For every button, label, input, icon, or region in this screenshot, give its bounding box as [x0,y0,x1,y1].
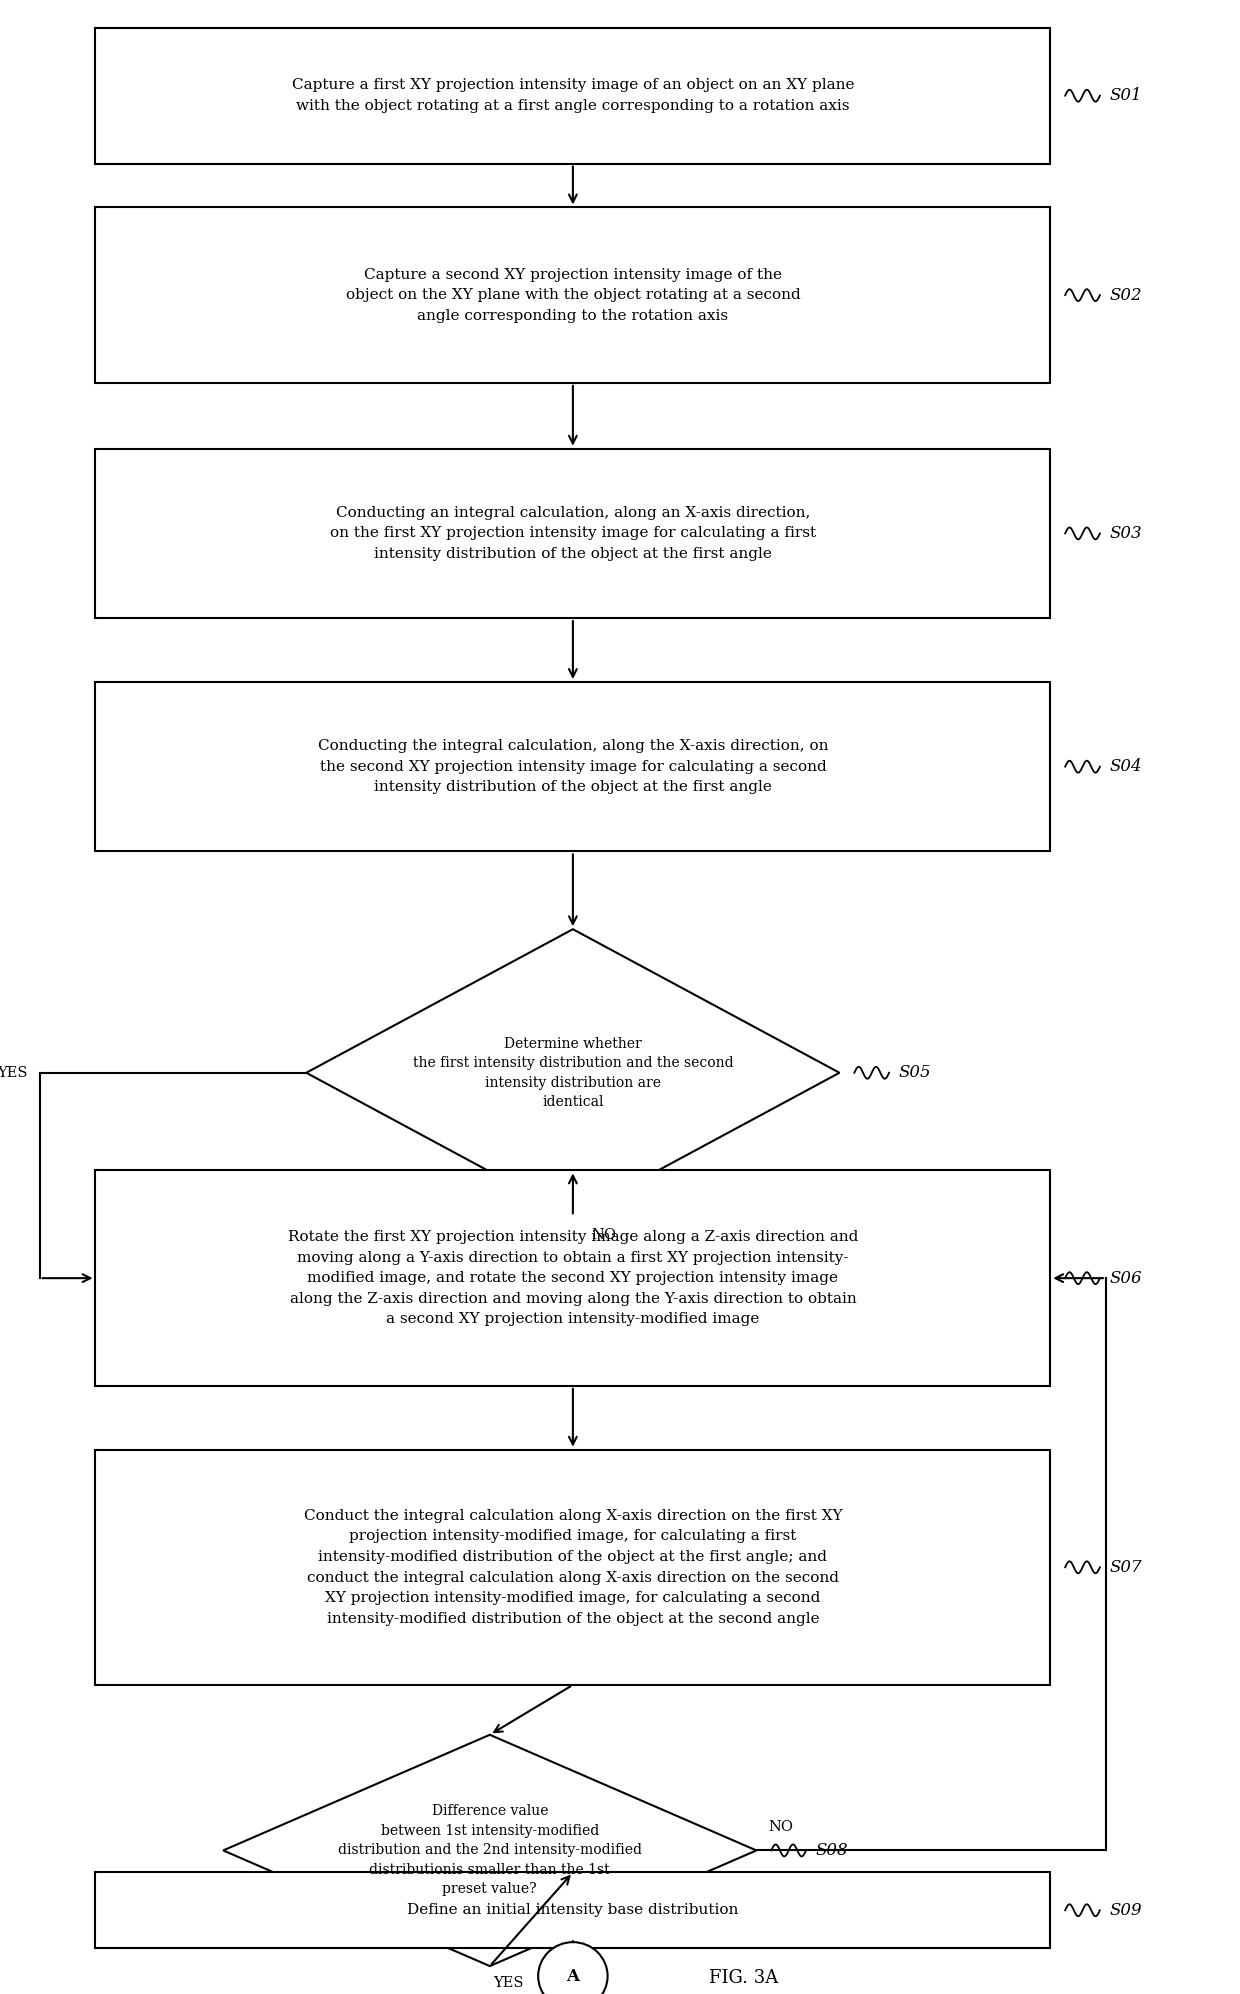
Polygon shape [223,1735,756,1966]
Text: S06: S06 [1110,1270,1142,1286]
FancyBboxPatch shape [95,1872,1050,1948]
Text: YES: YES [0,1065,27,1081]
Text: S07: S07 [1110,1559,1142,1575]
FancyBboxPatch shape [95,1450,1050,1685]
Text: S04: S04 [1110,758,1142,776]
Text: FIG. 3A: FIG. 3A [709,1968,779,1988]
Text: Difference value
between 1st intensity-modified
distribution and the 2nd intensi: Difference value between 1st intensity-m… [337,1805,642,1896]
Text: Conducting an integral calculation, along an X-axis direction,
on the first XY p: Conducting an integral calculation, alon… [330,506,816,560]
Text: S03: S03 [1110,524,1142,542]
Text: S08: S08 [816,1842,848,1858]
Text: Define an initial intensity base distribution: Define an initial intensity base distrib… [407,1902,739,1918]
Text: Conduct the integral calculation along X-axis direction on the first XY
projecti: Conduct the integral calculation along X… [304,1509,842,1625]
Text: YES: YES [494,1976,523,1990]
Text: A: A [567,1968,579,1984]
FancyBboxPatch shape [95,207,1050,383]
Text: S02: S02 [1110,287,1142,303]
Text: Capture a first XY projection intensity image of an object on an XY plane
with t: Capture a first XY projection intensity … [291,78,854,114]
Text: Conducting the integral calculation, along the X-axis direction, on
the second X: Conducting the integral calculation, alo… [317,740,828,794]
Ellipse shape [538,1942,608,1994]
Text: NO: NO [591,1228,616,1242]
Text: S09: S09 [1110,1902,1142,1918]
Text: Determine whether
the first intensity distribution and the second
intensity dist: Determine whether the first intensity di… [413,1037,733,1109]
FancyBboxPatch shape [95,682,1050,851]
FancyBboxPatch shape [95,1170,1050,1386]
Text: NO: NO [769,1821,794,1834]
Text: S05: S05 [899,1065,931,1081]
FancyBboxPatch shape [95,28,1050,164]
Text: Rotate the first XY projection intensity image along a Z-axis direction and
movi: Rotate the first XY projection intensity… [288,1230,858,1326]
Polygon shape [306,929,839,1216]
Text: S01: S01 [1110,88,1142,104]
Text: Capture a second XY projection intensity image of the
object on the XY plane wit: Capture a second XY projection intensity… [346,267,800,323]
FancyBboxPatch shape [95,449,1050,618]
